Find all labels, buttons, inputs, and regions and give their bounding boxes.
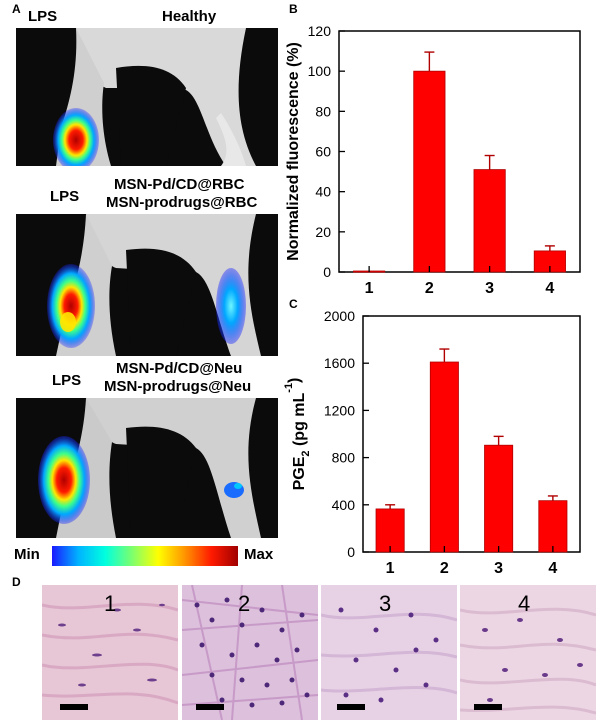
pge2-bar-3 xyxy=(484,444,514,553)
fluorescence-xtick-label-2: 2 xyxy=(425,280,434,297)
pge2-xtick-label-2: 2 xyxy=(440,560,449,577)
label-healthy: Healthy xyxy=(162,8,217,25)
pge2-bar-1 xyxy=(375,508,405,553)
fluorescence-bar-3 xyxy=(473,169,506,273)
pge2-xtick-label-4: 4 xyxy=(548,560,557,577)
pge2-ytick-label-3: 1200 xyxy=(324,402,355,418)
fluorescence-ylabel: Normalized fluorescence (%) xyxy=(285,42,302,261)
histology-image-4: 4 xyxy=(460,585,596,720)
panel-label-c: C xyxy=(289,297,298,311)
pge2-ytick-label-4: 1600 xyxy=(324,355,355,371)
label-lps-row3: LPS xyxy=(52,372,82,389)
chart-fluorescence: 0 20 40 60 80 100 120 1 2 3 4 Normalized fluorescen… xyxy=(280,10,600,300)
fluorescence-ytick-label-5: 100 xyxy=(308,63,332,79)
label-lps-row2: LPS xyxy=(50,188,80,205)
chart-pge2: 0 400 800 1200 1600 2000 1 2 3 4 PGE2 (pg mL-1) xyxy=(280,300,600,585)
pge2-plot-frame xyxy=(362,315,581,553)
panel-label-b: B xyxy=(289,2,298,16)
label-neu-line2: MSN-prodrugs@Neu xyxy=(104,378,252,395)
fluorescence-ytick-label-2: 40 xyxy=(315,184,331,200)
label-lps-row1: LPS xyxy=(28,8,58,25)
pge2-ytick-label-0: 0 xyxy=(347,544,355,560)
fluorescence-ytick-label-4: 80 xyxy=(315,103,331,119)
pge2-bar-4 xyxy=(538,500,568,553)
fluorescence-bar-2 xyxy=(413,70,446,273)
histology-image-2: 2 xyxy=(182,585,318,720)
fluorescence-xtick-label-4: 4 xyxy=(545,280,554,297)
fluorescence-plot-frame xyxy=(338,30,581,273)
chart-fluorescence-svg: 0 20 40 60 80 100 120 1 2 3 4 Normalized fluorescen… xyxy=(285,23,581,297)
fluorescence-ytick-label-6: 120 xyxy=(308,23,332,39)
chart-pge2-svg: 0 400 800 1200 1600 2000 1 2 3 4 PGE2 (pg mL-1) xyxy=(283,308,581,577)
colorbar-min-label: Min xyxy=(14,546,40,563)
histology-image-3: 3 xyxy=(321,585,457,720)
label-neu-line1: MSN-Pd/CD@Neu xyxy=(116,360,243,377)
label-rbc-line1: MSN-Pd/CD@RBC xyxy=(114,176,245,193)
histology-label-4: 4 xyxy=(518,591,531,616)
fluorescence-image-rbc xyxy=(16,214,278,356)
pge2-ytick-label-2: 800 xyxy=(332,450,356,466)
pge2-xtick-label-1: 1 xyxy=(386,560,395,577)
pge2-ytick-label-5: 2000 xyxy=(324,308,355,324)
label-rbc-line2: MSN-prodrugs@RBC xyxy=(106,194,258,211)
fluorescence-ytick-label-0: 0 xyxy=(323,264,331,280)
fluorescence-ytick-label-3: 60 xyxy=(315,144,331,160)
histology-label-2: 2 xyxy=(238,591,251,616)
colorbar-max-label: Max xyxy=(244,546,274,563)
panel-label-a: A xyxy=(12,2,21,16)
pge2-bar-2 xyxy=(429,361,459,553)
pge2-ytick-label-1: 400 xyxy=(332,497,356,513)
histology-label-1: 1 xyxy=(104,591,117,616)
fluorescence-xtick-label-1: 1 xyxy=(365,280,374,297)
histology-image-1: 1 xyxy=(42,585,178,720)
histology-label-3: 3 xyxy=(379,591,392,616)
fluorescence-xtick-label-3: 3 xyxy=(485,280,494,297)
fluorescence-image-healthy xyxy=(16,28,278,166)
pge2-ylabel: PGE2 (pg mL-1) xyxy=(283,378,312,491)
pge2-xtick-label-3: 3 xyxy=(494,560,503,577)
panel-label-d: D xyxy=(12,575,21,589)
fluorescence-ytick-label-1: 20 xyxy=(315,224,331,240)
colorbar xyxy=(52,546,238,566)
fluorescence-image-neu xyxy=(16,398,278,538)
